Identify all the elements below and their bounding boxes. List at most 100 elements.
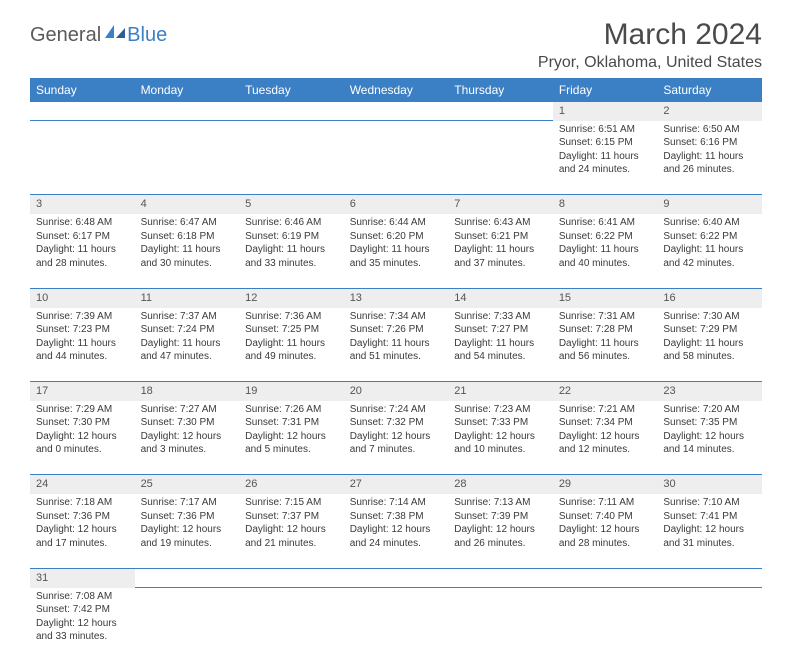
day-cell: Sunrise: 7:18 AMSunset: 7:36 PMDaylight:… <box>30 494 135 568</box>
day-number <box>553 568 658 587</box>
day-details: Sunrise: 7:20 AMSunset: 7:35 PMDaylight:… <box>657 401 762 461</box>
daylight-line: Daylight: 12 hours and 33 minutes. <box>36 618 117 643</box>
day-number <box>135 102 240 121</box>
week-row: Sunrise: 7:39 AMSunset: 7:23 PMDaylight:… <box>30 308 762 382</box>
day-details: Sunrise: 6:46 AMSunset: 6:19 PMDaylight:… <box>239 214 344 274</box>
sunrise-line: Sunrise: 6:41 AM <box>559 217 635 228</box>
day-details: Sunrise: 7:24 AMSunset: 7:32 PMDaylight:… <box>344 401 449 461</box>
sunset-line: Sunset: 7:35 PM <box>663 417 737 428</box>
day-details: Sunrise: 6:44 AMSunset: 6:20 PMDaylight:… <box>344 214 449 274</box>
day-cell <box>239 588 344 662</box>
day-number: 13 <box>344 288 449 307</box>
daylight-line: Daylight: 12 hours and 28 minutes. <box>559 524 640 549</box>
sunrise-line: Sunrise: 7:13 AM <box>454 497 530 508</box>
sunset-line: Sunset: 7:38 PM <box>350 511 424 522</box>
sunrise-line: Sunrise: 7:11 AM <box>559 497 634 508</box>
sunset-line: Sunset: 7:28 PM <box>559 324 633 335</box>
day-number: 18 <box>135 382 240 401</box>
daylight-line: Daylight: 11 hours and 49 minutes. <box>245 338 325 363</box>
day-details: Sunrise: 6:51 AMSunset: 6:15 PMDaylight:… <box>553 121 658 181</box>
sunrise-line: Sunrise: 7:31 AM <box>559 311 635 322</box>
sunset-line: Sunset: 6:15 PM <box>559 137 633 148</box>
day-number: 12 <box>239 288 344 307</box>
day-cell: Sunrise: 7:23 AMSunset: 7:33 PMDaylight:… <box>448 401 553 475</box>
logo: General Blue <box>30 24 167 47</box>
daylight-line: Daylight: 11 hours and 47 minutes. <box>141 338 221 363</box>
daynum-row: 31 <box>30 568 762 587</box>
sunrise-line: Sunrise: 7:14 AM <box>350 497 426 508</box>
logo-sail-icon <box>105 24 127 45</box>
day-cell: Sunrise: 7:39 AMSunset: 7:23 PMDaylight:… <box>30 308 135 382</box>
day-details: Sunrise: 7:36 AMSunset: 7:25 PMDaylight:… <box>239 308 344 368</box>
day-cell <box>448 588 553 662</box>
sunset-line: Sunset: 7:37 PM <box>245 511 319 522</box>
day-number: 11 <box>135 288 240 307</box>
calendar-body: 12 Sunrise: 6:51 AM Sunset: 6:15 PM Dayligh… <box>30 102 762 662</box>
daylight-line: Daylight: 12 hours and 24 minutes. <box>350 524 431 549</box>
day-details: Sunrise: 7:30 AMSunset: 7:29 PMDaylight:… <box>657 308 762 368</box>
sunset-line: Sunset: 6:22 PM <box>663 231 737 242</box>
daylight-line: Daylight: 12 hours and 14 minutes. <box>663 431 744 456</box>
sunrise-line: Sunrise: 6:50 AM <box>663 124 739 135</box>
sunrise-line: Sunrise: 6:47 AM <box>141 217 217 228</box>
day-cell: Sunrise: 6:51 AMSunset: 6:15 PMDaylight:… <box>553 121 658 195</box>
day-details: Sunrise: 6:48 AMSunset: 6:17 PMDaylight:… <box>30 214 135 274</box>
day-number: 30 <box>657 475 762 494</box>
day-cell <box>135 121 240 195</box>
daylight-line: Daylight: 11 hours and 42 minutes. <box>663 244 743 269</box>
day-cell: Sunrise: 7:30 AMSunset: 7:29 PMDaylight:… <box>657 308 762 382</box>
sunrise-line: Sunrise: 7:18 AM <box>36 497 112 508</box>
sunset-line: Sunset: 7:36 PM <box>36 511 110 522</box>
week-row: Sunrise: 7:18 AM Sunset: 7:36 PM Daylight:… <box>30 494 762 568</box>
day-cell: Sunrise: 7:29 AMSunset: 7:30 PMDaylight:… <box>30 401 135 475</box>
daynum-row: 3456789 <box>30 195 762 214</box>
day-number: 22 <box>553 382 658 401</box>
day-cell <box>344 121 449 195</box>
daylight-line: Daylight: 12 hours and 21 minutes. <box>245 524 326 549</box>
day-number: 7 <box>448 195 553 214</box>
day-number: 1 <box>553 102 658 121</box>
week-row: Sunrise: 6:48 AMSunset: 6:17 PMDaylight:… <box>30 214 762 288</box>
day-details: Sunrise: 7:23 AMSunset: 7:33 PMDaylight:… <box>448 401 553 461</box>
daylight-line: Daylight: 11 hours and 44 minutes. <box>36 338 116 363</box>
sunrise-line: Sunrise: 7:21 AM <box>559 404 635 415</box>
day-number: 14 <box>448 288 553 307</box>
week-row: Sunrise: 6:51 AMSunset: 6:15 PMDaylight:… <box>30 121 762 195</box>
day-number: 20 <box>344 382 449 401</box>
sunset-line: Sunset: 7:34 PM <box>559 417 633 428</box>
sunset-line: Sunset: 6:22 PM <box>559 231 633 242</box>
day-cell <box>553 588 658 662</box>
day-details: Sunrise: 7:39 AMSunset: 7:23 PMDaylight:… <box>30 308 135 368</box>
day-details: Sunrise: 7:18 AMSunset: 7:36 PMDaylight:… <box>30 494 135 554</box>
daynum-row: 10111213141516 <box>30 288 762 307</box>
day-cell: Sunrise: 6:50 AMSunset: 6:16 PMDaylight:… <box>657 121 762 195</box>
day-number <box>448 568 553 587</box>
sunset-line: Sunset: 6:16 PM <box>663 137 737 148</box>
day-number <box>135 568 240 587</box>
day-number: 10 <box>30 288 135 307</box>
sunrise-line: Sunrise: 6:51 AM <box>559 124 635 135</box>
week-row: Sunrise: 7:08 AMSunset: 7:42 PMDaylight:… <box>30 588 762 662</box>
day-details: Sunrise: 7:34 AMSunset: 7:26 PMDaylight:… <box>344 308 449 368</box>
sunset-line: Sunset: 7:31 PM <box>245 417 319 428</box>
sunset-line: Sunset: 6:18 PM <box>141 231 215 242</box>
day-details: Sunrise: 6:47 AMSunset: 6:18 PMDaylight:… <box>135 214 240 274</box>
day-number: 19 <box>239 382 344 401</box>
header: General Blue March 2024 Pryor, Oklahoma,… <box>30 18 762 72</box>
daylight-line: Daylight: 12 hours and 12 minutes. <box>559 431 640 456</box>
daylight-line: Daylight: 12 hours and 0 minutes. <box>36 431 117 456</box>
sunrise-line: Sunrise: 6:46 AM <box>245 217 321 228</box>
day-number: 29 <box>553 475 658 494</box>
weekday-header: Wednesday <box>344 78 449 102</box>
sunset-line: Sunset: 7:39 PM <box>454 511 528 522</box>
day-number: 21 <box>448 382 553 401</box>
sunrise-line: Sunrise: 7:36 AM <box>245 311 321 322</box>
day-cell: Sunrise: 6:46 AMSunset: 6:19 PMDaylight:… <box>239 214 344 288</box>
day-cell <box>239 121 344 195</box>
sunrise-line: Sunrise: 7:08 AM <box>36 591 112 602</box>
sunrise-line: Sunrise: 7:17 AM <box>141 497 217 508</box>
day-number: 31 <box>30 568 135 587</box>
day-number: 28 <box>448 475 553 494</box>
day-details: Sunrise: 6:43 AMSunset: 6:21 PMDaylight:… <box>448 214 553 274</box>
day-cell: Sunrise: 7:27 AMSunset: 7:30 PMDaylight:… <box>135 401 240 475</box>
